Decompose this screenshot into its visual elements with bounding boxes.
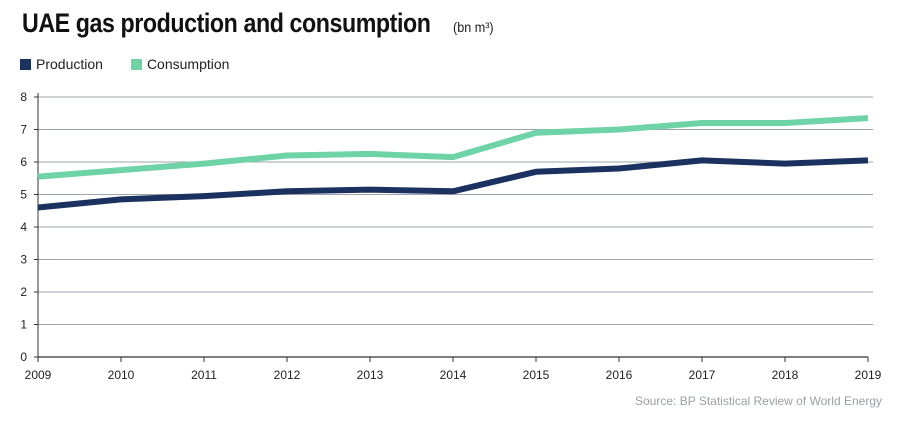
- x-tick-label: 2018: [772, 368, 799, 382]
- x-tick-label: 2014: [440, 368, 467, 382]
- chart-title-block: UAE gas production and consumption (bn m…: [22, 8, 499, 39]
- y-tick-label: 0: [20, 350, 27, 364]
- legend-label-production: Production: [36, 56, 103, 72]
- x-tick-label: 2011: [191, 368, 217, 382]
- y-tick-label: 8: [20, 90, 27, 104]
- unit-label: (bn m³): [453, 19, 495, 35]
- legend-label-consumption: Consumption: [146, 56, 230, 72]
- x-tick-label: 2016: [606, 368, 633, 382]
- y-tick-label: 2: [20, 285, 27, 299]
- chart-title: UAE gas production and consumption: [22, 8, 431, 38]
- x-tick-label: 2009: [25, 368, 52, 382]
- x-tick-label: 2013: [357, 368, 384, 382]
- y-tick-label: 3: [20, 253, 27, 267]
- legend-swatch-consumption: [130, 58, 142, 70]
- x-tick-label: 2012: [274, 368, 301, 382]
- legend-item-production: Production: [20, 56, 103, 72]
- x-tick-label: 2010: [108, 368, 135, 382]
- y-tick-label: 1: [20, 318, 27, 332]
- legend: Production Consumption: [20, 56, 257, 72]
- series-line-production: [37, 157, 869, 211]
- y-tick-label: 7: [20, 123, 27, 137]
- x-tick-label: 2015: [523, 368, 550, 382]
- legend-item-consumption: Consumption: [130, 56, 230, 72]
- series-line-consumption: [37, 115, 869, 180]
- x-tick-label: 2019: [855, 368, 882, 382]
- source-note: Source: BP Statistical Review of World E…: [635, 394, 882, 408]
- legend-swatch-production: [20, 58, 31, 70]
- y-tick-label: 6: [20, 155, 27, 169]
- y-tick-label: 4: [20, 220, 27, 234]
- y-tick-label: 5: [20, 188, 27, 202]
- x-tick-label: 2017: [689, 368, 716, 382]
